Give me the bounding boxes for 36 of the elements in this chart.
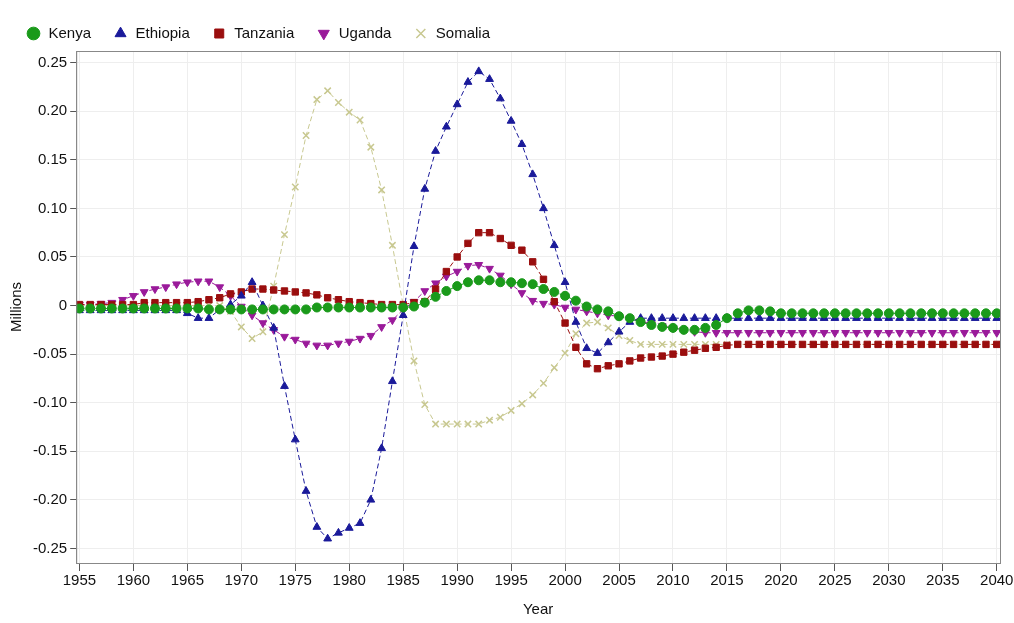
y-tick-label: -0.20 bbox=[32, 489, 68, 507]
legend-label: Somalia bbox=[435, 23, 491, 41]
x-tick-label: 2025 bbox=[818, 570, 852, 588]
y-tick-label: 0 bbox=[58, 295, 68, 313]
legend-label: Ethiopia bbox=[135, 23, 191, 41]
y-tick-label: -0.15 bbox=[32, 441, 68, 459]
x-tick-label: 2010 bbox=[656, 570, 690, 588]
y-tick-label: 0.05 bbox=[37, 247, 68, 265]
x-tick-label: 2015 bbox=[710, 570, 744, 588]
y-tick-label: -0.10 bbox=[32, 392, 68, 410]
x-tick-label: 1980 bbox=[332, 570, 366, 588]
y-tick-label: 0.25 bbox=[37, 52, 68, 70]
y-tick-label: -0.25 bbox=[32, 538, 68, 556]
x-axis-title: Year bbox=[522, 600, 554, 618]
x-tick-label: 2000 bbox=[548, 570, 582, 588]
y-tick-label: 0.15 bbox=[37, 149, 68, 167]
legend-label: Tanzania bbox=[234, 23, 295, 41]
x-tick-label: 2035 bbox=[926, 570, 960, 588]
y-tick-label: 0.20 bbox=[37, 101, 68, 119]
x-tick-label: 1955 bbox=[62, 570, 97, 588]
x-tick-label: 1985 bbox=[386, 570, 420, 588]
x-tick-label: 1975 bbox=[278, 570, 312, 588]
y-tick-label: -0.05 bbox=[32, 344, 68, 362]
x-tick-label: 2040 bbox=[980, 570, 1014, 588]
x-tick-label: 1970 bbox=[224, 570, 258, 588]
legend-label: Kenya bbox=[48, 23, 92, 41]
x-tick-label: 1965 bbox=[170, 570, 205, 588]
x-tick-label: 1960 bbox=[116, 570, 151, 588]
y-axis-title: Millions bbox=[7, 281, 25, 333]
legend-label: Uganda bbox=[338, 23, 392, 41]
x-tick-label: 2020 bbox=[764, 570, 798, 588]
x-tick-label: 2030 bbox=[872, 570, 906, 588]
x-tick-label: 2005 bbox=[602, 570, 636, 588]
y-tick-label: 0.10 bbox=[37, 198, 68, 216]
x-tick-label: 1990 bbox=[440, 570, 474, 588]
x-tick-label: 1995 bbox=[494, 570, 528, 588]
